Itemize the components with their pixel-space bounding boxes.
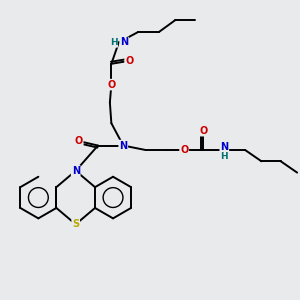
- Text: O: O: [74, 136, 83, 146]
- Text: O: O: [107, 80, 116, 90]
- Text: N: N: [120, 38, 128, 47]
- Text: O: O: [200, 126, 208, 136]
- Text: H: H: [220, 152, 228, 161]
- Text: S: S: [72, 219, 79, 229]
- Text: O: O: [180, 145, 188, 155]
- Text: N: N: [119, 140, 127, 151]
- Text: N: N: [72, 166, 80, 176]
- Text: H: H: [110, 38, 117, 47]
- Text: N: N: [220, 142, 228, 152]
- Text: O: O: [125, 56, 133, 66]
